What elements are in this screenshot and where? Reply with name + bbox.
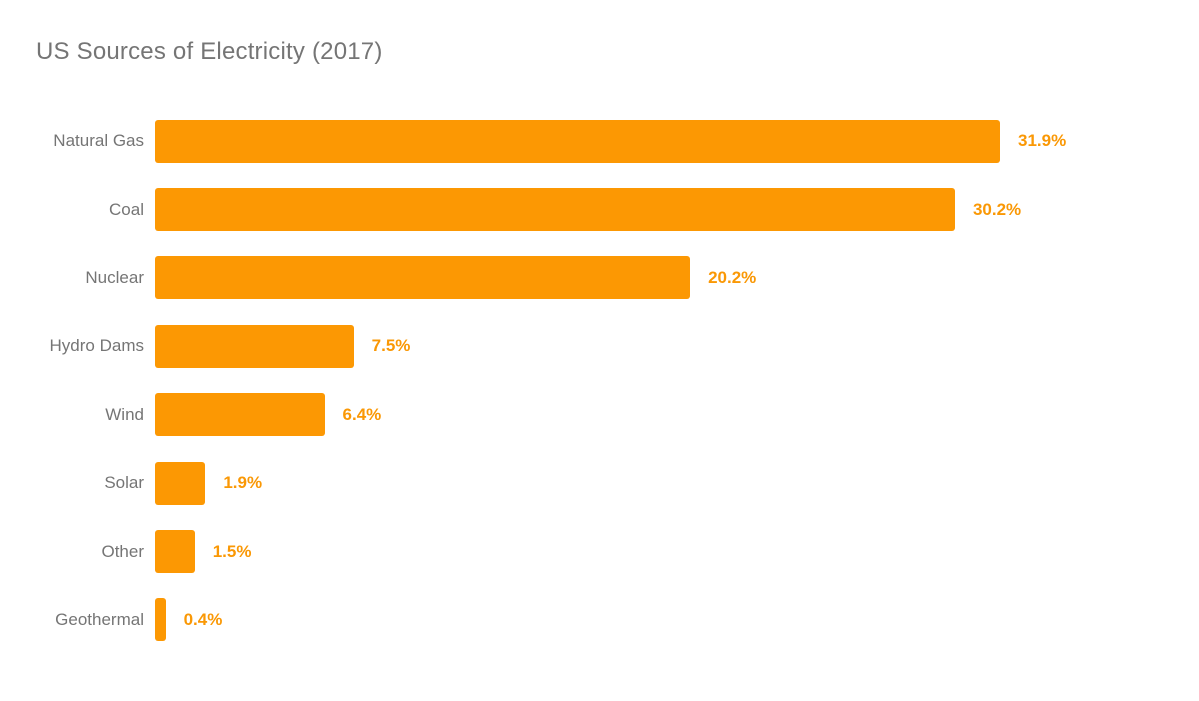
value-label: 6.4% (342, 404, 382, 424)
bar[interactable] (155, 324, 354, 368)
category-label: Wind (105, 404, 144, 424)
bar-row: Other 1.5% (36, 517, 1176, 585)
value-label: 31.9% (1018, 131, 1067, 151)
bar-row: Coal 30.2% (36, 175, 1176, 243)
category-label: Solar (104, 473, 144, 493)
value-label: 0.4% (183, 609, 223, 629)
bar[interactable] (155, 598, 166, 642)
bar-row: Hydro Dams 7.5% (36, 312, 1176, 380)
bar-row: Nuclear 20.2% (36, 244, 1176, 312)
category-label: Nuclear (85, 267, 144, 287)
bar[interactable] (155, 461, 206, 505)
bar-row: Geothermal 0.4% (36, 586, 1176, 654)
value-label: 20.2% (708, 267, 757, 287)
chart-title: US Sources of Electricity (2017) (36, 38, 383, 65)
bar[interactable] (155, 188, 955, 232)
category-label: Hydro Dams (49, 336, 144, 356)
bar[interactable] (155, 530, 195, 574)
bar-row: Solar 1.9% (36, 449, 1176, 517)
value-label: 7.5% (371, 336, 411, 356)
bar-row: Wind 6.4% (36, 381, 1176, 449)
category-label: Geothermal (55, 609, 144, 629)
value-label: 1.5% (212, 541, 252, 561)
value-label: 30.2% (972, 199, 1022, 219)
bar[interactable] (155, 256, 691, 300)
bar[interactable] (155, 119, 1000, 163)
value-label: 1.9% (223, 473, 263, 493)
bar-row: Natural Gas 31.9% (36, 107, 1176, 175)
category-label: Other (101, 541, 144, 561)
bar-chart-rows: Natural Gas 31.9% Coal 30.2% Nuclear 20.2% Hyd… (36, 107, 1176, 654)
category-label: Coal (109, 199, 144, 219)
category-label: Natural Gas (53, 131, 144, 151)
bar[interactable] (155, 393, 325, 437)
